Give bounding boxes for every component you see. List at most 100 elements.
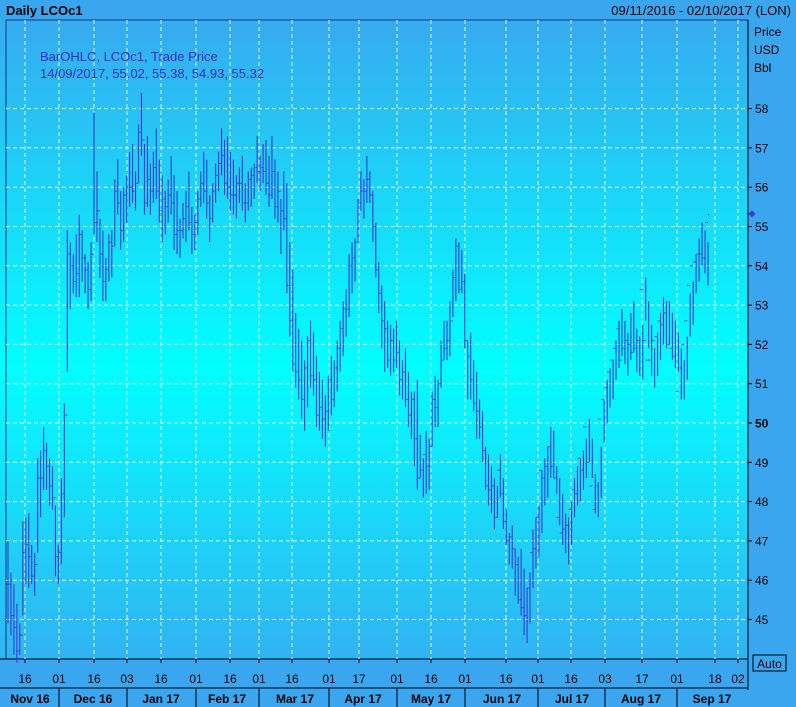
ohlc-bar <box>614 328 618 380</box>
ohlc-bar <box>593 474 597 514</box>
ohlc-bar <box>496 469 499 518</box>
ohlc-bar <box>315 356 318 427</box>
ohlc-bar <box>608 359 612 408</box>
ohlc-bar <box>273 159 277 219</box>
y-tick-label: 54 <box>755 259 769 273</box>
ohlc-bar <box>626 332 630 376</box>
ohlc-bar <box>143 139 146 215</box>
ohlc-bar <box>362 179 366 219</box>
ohlc-bar <box>454 238 458 302</box>
ohlc-bar <box>546 446 550 498</box>
ohlc-bar <box>656 320 659 376</box>
ohlc-bar <box>475 371 478 439</box>
y-tick-label: 55 <box>755 220 769 234</box>
ohlc-bar <box>60 478 63 565</box>
ohlc-bar <box>57 544 60 585</box>
ohlc-bar <box>92 112 96 255</box>
ohlc-bar <box>591 438 594 510</box>
ohlc-bar <box>306 336 309 408</box>
ohlc-bar <box>525 587 529 644</box>
ohlc-bar <box>537 469 541 557</box>
ohlc-bar <box>543 458 547 506</box>
x-month-label: Nov 16 <box>10 692 50 706</box>
ohlc-bar <box>685 284 689 380</box>
ohlc-bar <box>694 253 698 294</box>
x-day-label: 01 <box>52 672 66 686</box>
ohlc-bar <box>401 360 404 400</box>
ohlc-bar <box>33 552 36 596</box>
ohlc-bar <box>54 497 57 577</box>
ohlc-bar <box>424 430 428 494</box>
ohlc-bar <box>193 214 197 251</box>
x-day-label: 01 <box>390 672 404 686</box>
ohlc-bar <box>335 340 339 392</box>
ohlc-bar <box>703 222 707 274</box>
chart-title: Daily LCOc1 <box>6 3 83 18</box>
ohlc-bar <box>505 509 508 545</box>
x-month-label: May 17 <box>411 692 451 706</box>
ohlc-bar <box>68 242 72 310</box>
y-tick-label: 45 <box>755 613 769 627</box>
ohlc-bar <box>229 151 232 211</box>
ohlc-bar <box>30 544 34 585</box>
ohlc-bar <box>235 175 238 219</box>
ohlc-bar <box>169 155 173 215</box>
x-month-label: Jun 17 <box>483 692 521 706</box>
ohlc-bar <box>596 418 600 518</box>
ohlc-bar <box>620 309 624 361</box>
ohlc-bar <box>95 171 99 243</box>
ohlc-bar <box>442 320 446 361</box>
ohlc-bar <box>510 525 514 569</box>
ohlc-bar <box>163 191 167 235</box>
ohlc-bar <box>555 466 559 518</box>
y-tick-label: 49 <box>755 456 769 470</box>
ohlc-bar <box>107 234 111 282</box>
ohlc-bar <box>407 371 410 427</box>
y-tick-label: 56 <box>755 181 769 195</box>
ohlc-bar <box>282 171 286 231</box>
ohlc-bar <box>558 478 561 534</box>
ohlc-bar <box>644 277 648 361</box>
ohlc-bar <box>531 529 535 589</box>
ohlc-bar <box>445 320 449 361</box>
x-day-label: 01 <box>189 672 203 686</box>
x-month-label: Mar 17 <box>276 692 314 706</box>
ohlc-bar <box>371 191 375 243</box>
ohlc-bar <box>567 508 570 565</box>
ohlc-bar <box>18 623 22 655</box>
ohlc-bar <box>178 218 182 258</box>
ohlc-bar <box>246 171 250 211</box>
ohlc-bar <box>51 466 54 510</box>
ohlc-bar <box>418 434 422 479</box>
y-tick-label: 58 <box>755 102 769 116</box>
ohlc-bar <box>338 320 342 372</box>
ohlc-bar <box>42 426 45 490</box>
ohlc-bar <box>116 159 120 215</box>
ohlc-bar <box>300 340 303 420</box>
auto-scale-label: Auto <box>757 657 782 671</box>
ohlc-bar <box>463 273 467 349</box>
ohlc-bar <box>166 179 170 223</box>
ohlc-bar <box>241 155 244 211</box>
x-day-label: 17 <box>352 672 366 686</box>
x-month-labels: Nov 16 Dec 16 Jan 17 Feb 17 Mar 17 Apr 17 May … <box>10 688 732 707</box>
legend-values: 14/09/2017, 55.02, 55.38, 54.93, 55.32 <box>40 66 264 81</box>
ohlc-bars <box>6 92 710 663</box>
ohlc-bar <box>410 391 413 439</box>
ohlc-bar <box>677 332 680 393</box>
ohlc-bar <box>516 556 520 604</box>
y-tick-label: 46 <box>755 574 769 588</box>
ohlc-bar <box>110 230 114 278</box>
unit-usd: USD <box>754 43 780 57</box>
ohlc-bar <box>638 288 642 376</box>
x-month-label: Sep 17 <box>693 692 732 706</box>
ohlc-bar <box>682 320 686 400</box>
ohlc-bar <box>478 399 481 439</box>
ohlc-bar <box>125 175 128 223</box>
ohlc-bar <box>386 320 389 368</box>
auto-scale-button[interactable] <box>752 654 787 672</box>
ohlc-bar <box>451 269 455 322</box>
ohlc-bar <box>9 572 13 636</box>
ohlc-bar <box>6 540 10 624</box>
x-day-label: 01 <box>252 672 266 686</box>
